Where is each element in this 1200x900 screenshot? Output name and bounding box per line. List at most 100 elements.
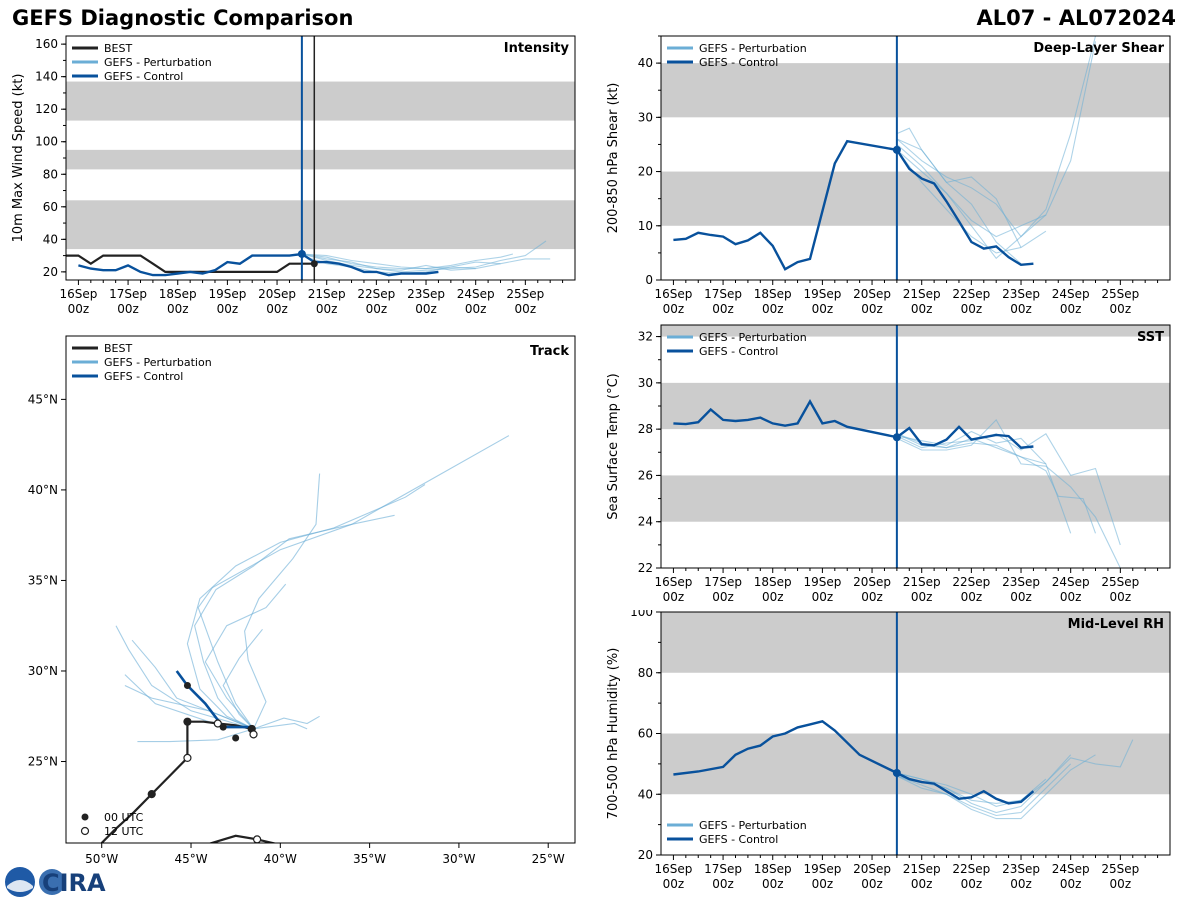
x-tick-label-hour: 00z — [861, 590, 883, 604]
globe-icon — [39, 869, 65, 895]
x-tick-label-date: 23Sep — [1002, 287, 1040, 301]
perturbation-track — [131, 639, 254, 730]
perturbation-track — [186, 484, 426, 730]
x-tick-label-date: 18Sep — [754, 575, 792, 589]
control-init-marker — [297, 249, 306, 258]
x-tick-label-hour: 00z — [663, 302, 685, 316]
track-chart: 50°W 45°W 40°W 35°W 30°W 25°W 25°N 30°N 35°N 40°N… — [28, 335, 576, 866]
x-tick-label: 50°W — [85, 852, 118, 866]
x-tick-label-hour: 00z — [812, 302, 834, 316]
best-12utc-marker — [183, 753, 192, 762]
x-tick-label-hour: 00z — [217, 302, 239, 316]
x-tick-label-date: 22Sep — [952, 862, 990, 876]
x-tick-label-date: 25Sep — [1101, 287, 1139, 301]
page-title: GEFS Diagnostic Comparison — [12, 6, 354, 30]
x-tick-label-hour: 00z — [762, 590, 784, 604]
x-tick-label-date: 16Sep — [59, 287, 97, 301]
track-plot-area — [100, 435, 510, 843]
plot-frame — [65, 335, 576, 844]
plot-area — [673, 398, 1121, 568]
x-tick-label-hour: 00z — [861, 302, 883, 316]
x-tick-label-date: 20Sep — [853, 862, 891, 876]
y-tick-label: 40 — [638, 787, 653, 801]
x-tick-label-hour: 00z — [1110, 302, 1132, 316]
y-tick-label: 10 — [638, 219, 653, 233]
x-tick-label-hour: 00z — [68, 302, 90, 316]
x-tick-label-hour: 00z — [515, 302, 537, 316]
x-tick-label-hour: 00z — [415, 302, 437, 316]
x-tick-label-date: 25Sep — [1101, 575, 1139, 589]
y-tick-label: 40 — [638, 56, 653, 70]
perturbation-track — [222, 628, 263, 730]
cira-logo: CIRA — [5, 867, 106, 897]
perturbation-track — [194, 435, 510, 730]
control-position-marker — [183, 681, 191, 689]
x-tick-label-date: 24Sep — [1052, 862, 1090, 876]
shade-band — [66, 200, 575, 250]
legend-00utc-label: 00 UTC — [104, 811, 144, 824]
x-tick-label-hour: 00z — [961, 302, 983, 316]
plot-area — [673, 36, 1097, 271]
chart-title: Track — [530, 344, 569, 359]
y-tick-label: 60 — [43, 200, 58, 214]
perturbation-line — [896, 138, 1022, 248]
x-tick-label-date: 20Sep — [853, 575, 891, 589]
x-tick-label-hour: 00z — [762, 877, 784, 891]
x-tick-label-hour: 00z — [812, 590, 834, 604]
x-tick-label: 45°W — [174, 852, 207, 866]
x-tick-label-date: 18Sep — [159, 287, 197, 301]
perturbation-line — [896, 41, 1097, 238]
control-init-marker — [892, 768, 901, 777]
y-axis-label: 10m Max Wind Speed (kt) — [11, 74, 26, 243]
x-tick-label-hour: 00z — [1060, 590, 1082, 604]
best-00utc-marker — [147, 790, 156, 799]
y-tick-label: 30 — [638, 376, 653, 390]
plot-area — [66, 240, 551, 277]
best-12utc-marker — [252, 835, 262, 843]
shade-band — [661, 63, 1170, 118]
control-position-marker — [232, 734, 240, 742]
x-tick-label-hour: 00z — [266, 302, 288, 316]
x-tick-label-date: 19Sep — [803, 287, 841, 301]
control-line — [78, 252, 439, 277]
control-line — [673, 398, 1034, 449]
legend-label: GEFS - Control — [699, 833, 778, 846]
x-tick-label-date: 19Sep — [803, 862, 841, 876]
intensity-chart: 2040608010012014016016Sep00z17Sep00z18Se… — [11, 35, 576, 316]
y-tick-label: 140 — [35, 70, 58, 84]
control-line — [673, 719, 1035, 805]
y-tick-label: 100 — [35, 135, 58, 149]
control-track — [175, 670, 254, 729]
y-tick-label: 28 — [638, 422, 653, 436]
y-tick-label: 40°N — [28, 483, 58, 497]
chart-title: Intensity — [504, 41, 570, 56]
y-axis-label: 200-850 hPa Shear (kt) — [606, 83, 621, 234]
x-tick-label-date: 24Sep — [1052, 575, 1090, 589]
perturbation-track — [197, 514, 395, 730]
x-tick-label-date: 25Sep — [506, 287, 544, 301]
x-tick-label-hour: 00z — [465, 302, 487, 316]
x-tick-label-date: 17Sep — [109, 287, 147, 301]
legend-12utc-label: 12 UTC — [104, 825, 144, 838]
y-tick-label: 60 — [638, 727, 653, 741]
y-axis-label: 700-500 hPa Humidity (%) — [606, 648, 621, 820]
y-tick-label: 30°N — [28, 664, 58, 678]
x-tick-label: 40°W — [264, 852, 297, 866]
x-tick-label-date: 21Sep — [903, 575, 941, 589]
y-tick-label: 26 — [638, 468, 653, 482]
x-tick-label-date: 16Sep — [654, 287, 692, 301]
x-tick-label-date: 17Sep — [704, 575, 742, 589]
best-00utc-marker — [183, 717, 192, 726]
x-tick-label-hour: 00z — [1010, 877, 1032, 891]
x-tick-label-date: 20Sep — [853, 287, 891, 301]
perturbation-line — [896, 763, 1072, 817]
legend-label: BEST — [104, 342, 132, 355]
x-tick-label-hour: 00z — [961, 590, 983, 604]
shade-band — [661, 733, 1170, 795]
x-tick-label-hour: 00z — [167, 302, 189, 316]
perturbation-line — [896, 754, 1096, 820]
best-track-south — [208, 834, 278, 843]
x-tick-label-date: 23Sep — [1002, 575, 1040, 589]
y-tick-label: 80 — [638, 666, 653, 680]
shade-band — [66, 149, 575, 170]
